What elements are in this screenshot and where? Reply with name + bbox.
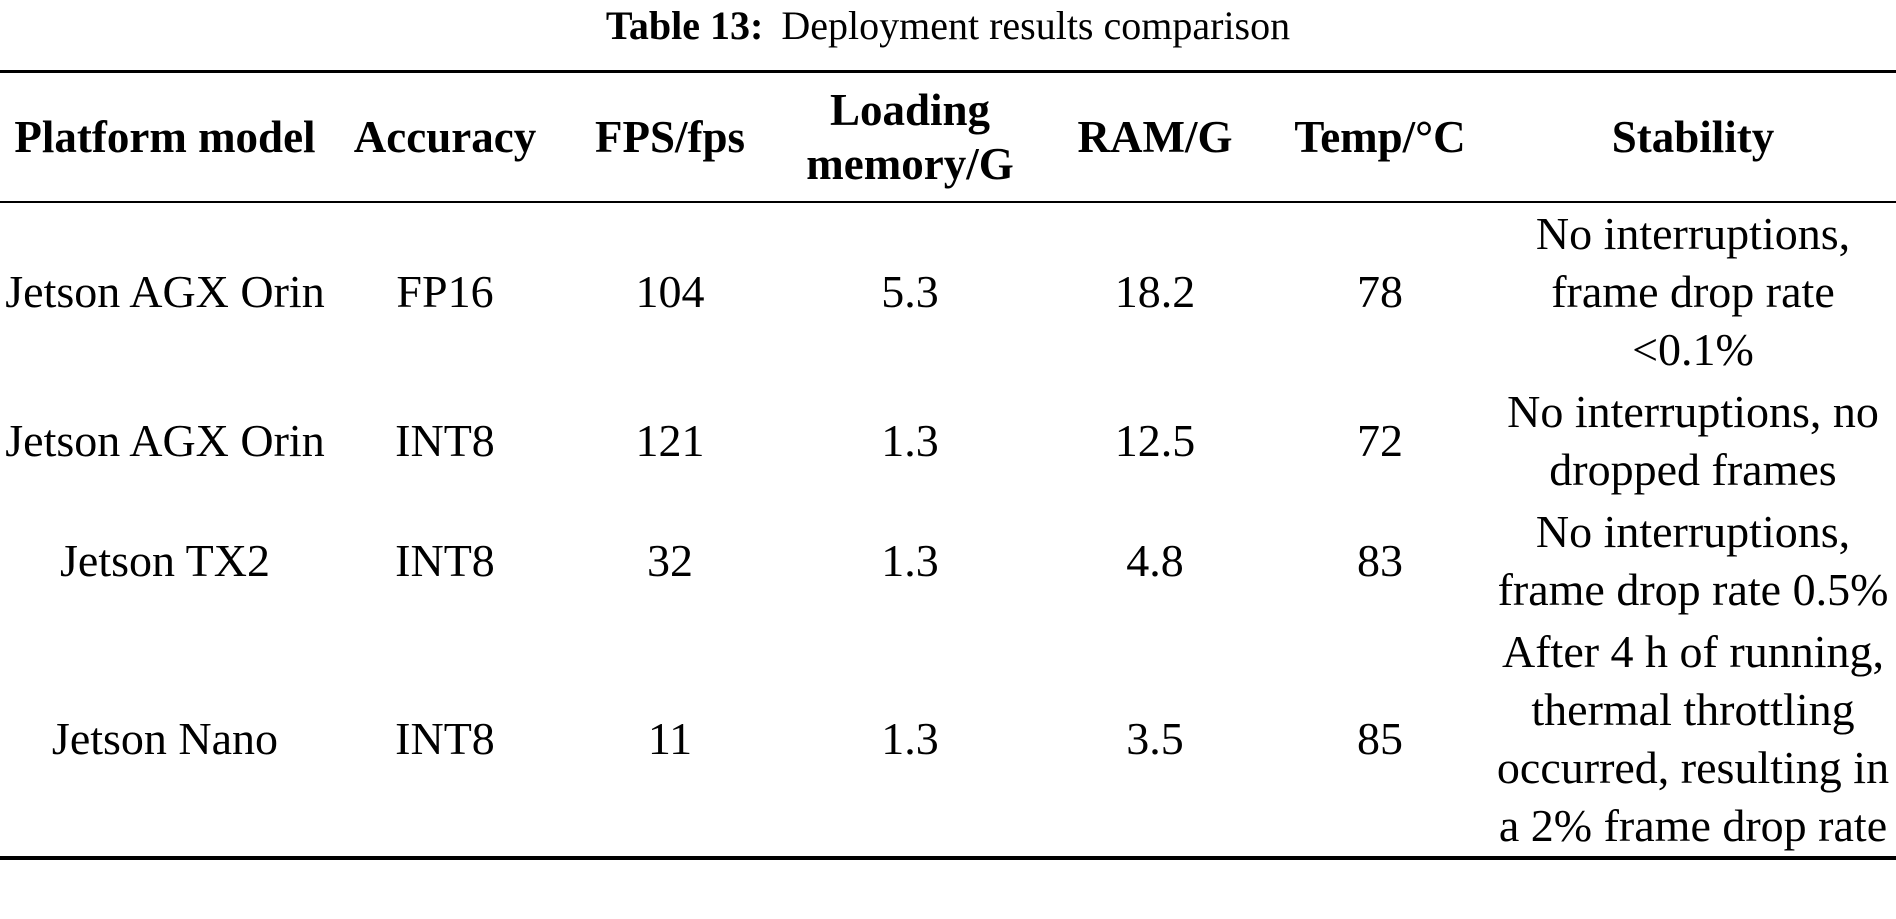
cell-temp: 72 (1357, 414, 1403, 466)
table-caption-text: Deployment results comparison (781, 3, 1291, 48)
table-row: Jetson AGX Orin FP16 104 5.3 18.2 78 No … (0, 202, 1896, 381)
cell-temp: 78 (1357, 265, 1403, 317)
col-header-stability: Stability (1611, 112, 1775, 162)
col-header-temp: Temp/°C (1294, 112, 1466, 162)
col-header-loading-memory: Loading memory/G (806, 85, 1014, 189)
cell-fps: 32 (647, 534, 693, 586)
cell-fps: 11 (647, 712, 693, 764)
cell-stability: No interruptions, frame drop rate 0.5% (1497, 505, 1889, 615)
cell-platform: Jetson AGX Orin (5, 414, 325, 466)
col-header-fps: FPS/fps (594, 112, 746, 162)
col-header-accuracy: Accuracy (353, 112, 537, 162)
table-caption: Table 13: Deployment results comparison (0, 2, 1896, 50)
table-row: Jetson AGX Orin INT8 121 1.3 12.5 72 No … (0, 381, 1896, 501)
cell-ram: 4.8 (1126, 534, 1184, 586)
cell-accuracy: INT8 (395, 534, 495, 586)
cell-fps: 104 (635, 265, 705, 317)
cell-stability: No interruptions, no dropped frames (1507, 385, 1879, 495)
col-header-ram: RAM/G (1077, 112, 1233, 162)
cell-accuracy: FP16 (396, 265, 494, 317)
table-row: Jetson TX2 INT8 32 1.3 4.8 83 No interru… (0, 501, 1896, 621)
cell-loading-memory: 1.3 (881, 534, 939, 586)
cell-stability: No interruptions, frame drop rate <0.1% (1535, 208, 1851, 375)
cell-platform: Jetson Nano (51, 712, 279, 764)
cell-fps: 121 (635, 414, 705, 466)
cell-ram: 12.5 (1114, 414, 1196, 466)
header-row: Platform model Accuracy FPS/fps Loading … (0, 72, 1896, 202)
cell-accuracy: INT8 (395, 414, 495, 466)
cell-ram: 18.2 (1114, 265, 1196, 317)
cell-loading-memory: 1.3 (881, 712, 939, 764)
cell-ram: 3.5 (1126, 712, 1184, 764)
deployment-results-table: Platform model Accuracy FPS/fps Loading … (0, 70, 1896, 861)
cell-platform: Jetson TX2 (60, 534, 270, 586)
table-caption-label: Table 13: (605, 3, 764, 48)
cell-temp: 83 (1357, 534, 1403, 586)
col-header-platform-model: Platform model (14, 112, 316, 162)
table-row: Jetson Nano INT8 11 1.3 3.5 85 After 4 h… (0, 621, 1896, 859)
cell-stability: After 4 h of running, thermal throttling… (1496, 625, 1890, 851)
cell-platform: Jetson AGX Orin (5, 265, 325, 317)
cell-loading-memory: 1.3 (881, 414, 939, 466)
cell-loading-memory: 5.3 (881, 265, 939, 317)
cell-temp: 85 (1357, 712, 1403, 764)
cell-accuracy: INT8 (395, 712, 495, 764)
